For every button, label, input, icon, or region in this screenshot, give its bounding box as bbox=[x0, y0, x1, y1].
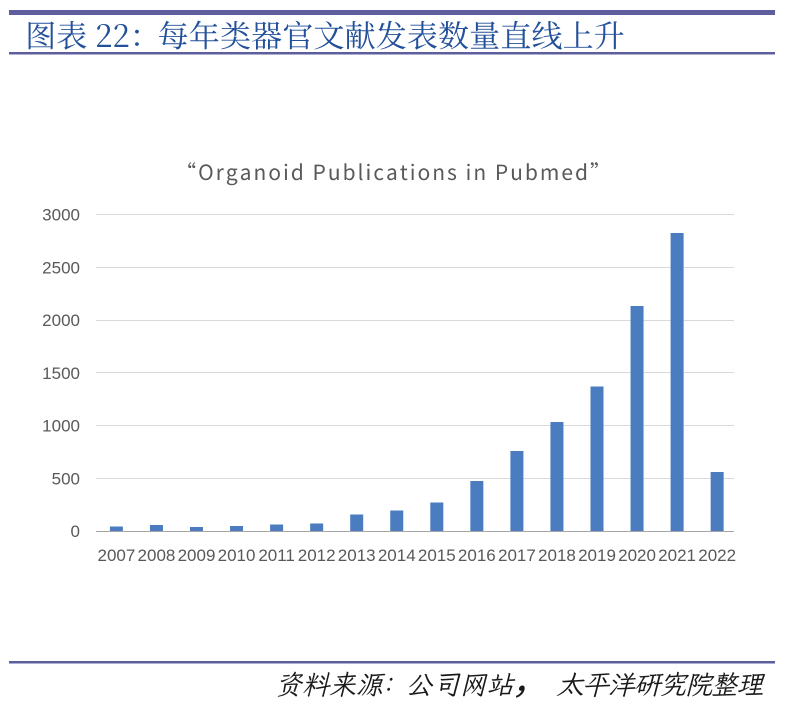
svg-text:2017: 2017 bbox=[498, 546, 536, 565]
svg-text:2022: 2022 bbox=[698, 546, 736, 565]
svg-text:1500: 1500 bbox=[42, 364, 80, 383]
svg-text:2000: 2000 bbox=[42, 311, 80, 330]
svg-text:2009: 2009 bbox=[178, 546, 216, 565]
svg-text:2015: 2015 bbox=[418, 546, 456, 565]
svg-text:2008: 2008 bbox=[138, 546, 176, 565]
svg-text:2010: 2010 bbox=[218, 546, 256, 565]
svg-text:2500: 2500 bbox=[42, 258, 80, 277]
svg-text:2013: 2013 bbox=[338, 546, 376, 565]
svg-text:2018: 2018 bbox=[538, 546, 576, 565]
svg-text:2020: 2020 bbox=[618, 546, 656, 565]
svg-text:3000: 3000 bbox=[42, 206, 80, 225]
svg-text:2014: 2014 bbox=[378, 546, 416, 565]
svg-text:2011: 2011 bbox=[258, 546, 295, 565]
svg-text:2021: 2021 bbox=[658, 546, 696, 565]
svg-text:2019: 2019 bbox=[578, 546, 616, 565]
svg-text:500: 500 bbox=[52, 469, 80, 488]
svg-text:2007: 2007 bbox=[97, 546, 135, 565]
svg-text:2016: 2016 bbox=[458, 546, 496, 565]
svg-text:0: 0 bbox=[71, 522, 80, 541]
svg-text:2012: 2012 bbox=[298, 546, 336, 565]
svg-text:1000: 1000 bbox=[42, 417, 80, 436]
